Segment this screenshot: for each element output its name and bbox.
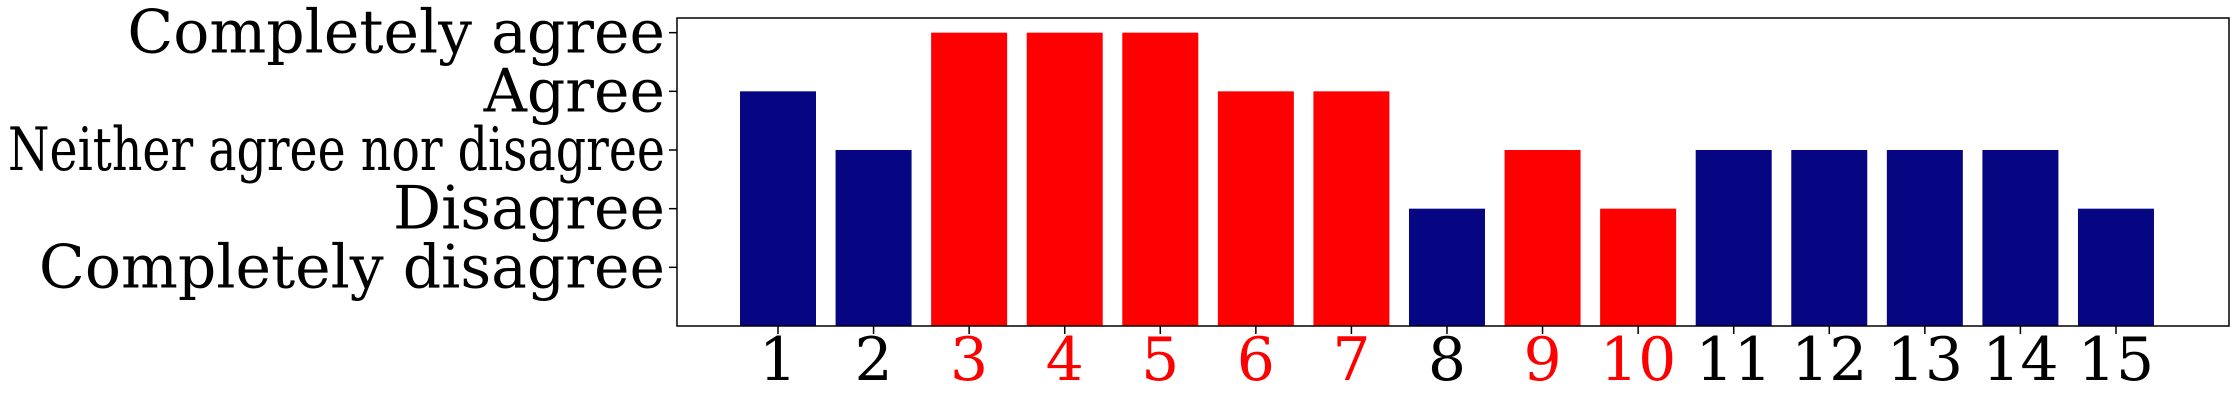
bar-3 [931, 33, 1007, 326]
bar-4 [1027, 33, 1103, 326]
bar-5 [1122, 33, 1198, 326]
bar-2 [836, 150, 912, 326]
bar-1 [740, 91, 816, 326]
x-tick-label-14: 14 [1982, 325, 2058, 395]
x-tick-label-12: 12 [1791, 325, 1867, 395]
x-tick-label-4: 4 [1046, 325, 1084, 395]
bar-6 [1218, 91, 1294, 326]
x-tick-label-10: 10 [1600, 325, 1676, 395]
x-tick-label-11: 11 [1696, 325, 1772, 395]
bars-group [740, 33, 2154, 326]
bar-14 [1982, 150, 2058, 326]
x-tick-label-7: 7 [1332, 325, 1370, 395]
bar-13 [1887, 150, 1963, 326]
x-tick-label-3: 3 [950, 325, 988, 395]
bar-10 [1600, 209, 1676, 326]
bar-8 [1409, 209, 1485, 326]
x-tick-label-8: 8 [1428, 325, 1466, 395]
x-tick-label-9: 9 [1523, 325, 1561, 395]
x-tick-label-1: 1 [759, 325, 797, 395]
bar-12 [1791, 150, 1867, 326]
bar-15 [2078, 209, 2154, 326]
x-tick-label-13: 13 [1887, 325, 1963, 395]
x-tick-label-6: 6 [1237, 325, 1275, 395]
bar-7 [1313, 91, 1389, 326]
x-tick-label-15: 15 [2078, 325, 2154, 395]
x-tick-label-2: 2 [854, 325, 892, 395]
bar-9 [1505, 150, 1581, 326]
bar-11 [1696, 150, 1772, 326]
y-tick-label: Completely agree [127, 0, 665, 68]
x-tick-labels: 1 2 3 4 5 6 7 8 9 10 11 12 13 14 15 [759, 325, 2154, 395]
x-tick-label-5: 5 [1141, 325, 1179, 395]
